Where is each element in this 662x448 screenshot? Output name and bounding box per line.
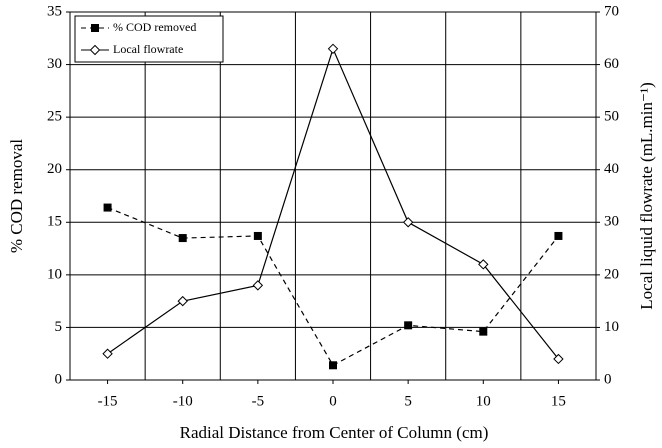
point (178, 234, 187, 243)
x-axis-label: Radial Distance from Center of Column (c… (180, 423, 489, 442)
y2-tick-label: 0 (604, 371, 612, 387)
point (103, 203, 112, 212)
legend-label: Local flowrate (113, 42, 183, 56)
point (479, 327, 488, 336)
point (553, 353, 564, 365)
y-tick-label: 20 (47, 161, 62, 177)
y-tick-label: 30 (47, 56, 62, 72)
x-tick-label: 0 (329, 393, 337, 409)
point (177, 295, 188, 307)
point (402, 217, 414, 228)
plot-frame (69, 11, 597, 381)
y2-tick-label: 20 (604, 266, 619, 282)
series-line (107, 207, 559, 367)
legend-marker (91, 24, 99, 32)
y-tick-label: 25 (47, 109, 62, 125)
y-tick-label: 35 (47, 3, 62, 19)
x-tick-label: -10 (173, 393, 193, 409)
y2-tick-label: 30 (604, 214, 619, 230)
point (478, 259, 489, 270)
point (554, 231, 563, 240)
legend-marker (89, 44, 101, 56)
x-tick-label: 5 (404, 393, 412, 409)
point (102, 348, 113, 359)
x-tick-label: 10 (476, 393, 491, 409)
x-tick-label: 15 (551, 393, 566, 409)
y2-tick-label: 60 (604, 56, 619, 72)
y2-tick-label: 10 (604, 319, 619, 335)
x-tick-label: -15 (98, 393, 118, 409)
y2-tick-label: 50 (604, 109, 619, 125)
point (404, 321, 413, 330)
series-line (107, 47, 559, 360)
point (253, 231, 262, 240)
x-tick-label: -5 (252, 393, 265, 409)
legend-label: % COD removed (113, 20, 196, 34)
legend-box (74, 15, 224, 63)
point (252, 280, 264, 291)
point (329, 361, 337, 370)
y-tick-label: 0 (55, 371, 63, 387)
y-tick-label: 5 (55, 319, 63, 335)
y-tick-label: 15 (47, 214, 62, 230)
y2-axis-label: Local liquid flowrate (mL.min⁻¹) (637, 82, 656, 309)
y2-tick-label: 40 (604, 161, 619, 177)
y-axis-label: % COD removal (7, 139, 26, 254)
y2-tick-label: 70 (604, 3, 619, 19)
y-tick-label: 10 (47, 266, 62, 282)
point (327, 43, 339, 55)
